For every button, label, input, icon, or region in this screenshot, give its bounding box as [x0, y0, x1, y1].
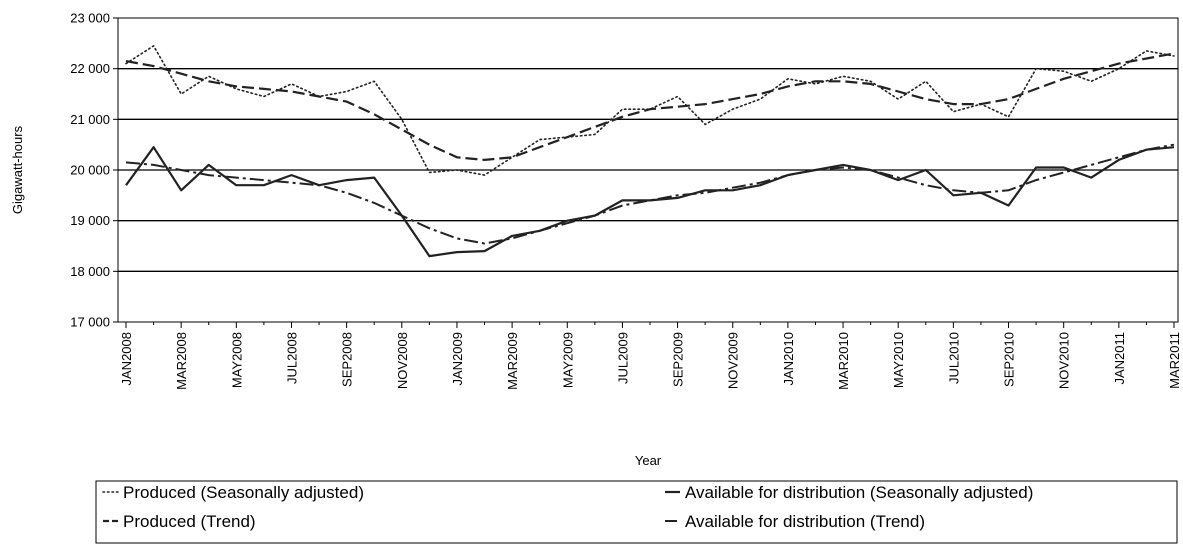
legend-box — [95, 480, 1178, 544]
y-tick-label: 19 000 — [70, 213, 110, 228]
x-axis-title: Year — [635, 453, 662, 468]
x-tick-label: MAY2009 — [560, 332, 575, 388]
series-lines — [125, 45, 1175, 258]
x-tick-label: JAN2008 — [119, 332, 134, 385]
y-axis-ticks: 17 000 18 000 19 000 20 000 21 000 22 000 23 0… — [70, 11, 118, 330]
legend-entry-available-seasonally-adjusted: Available for distribution (Seasonally a… — [685, 483, 1033, 502]
x-tick-label: NOV2010 — [1057, 332, 1072, 389]
series-line-0 — [125, 45, 1175, 176]
y-tick-label: 23 000 — [70, 11, 110, 26]
x-tick-label: MAY2010 — [891, 332, 906, 388]
x-tick-label: NOV2009 — [726, 332, 741, 389]
x-tick-label: SEP2010 — [1002, 332, 1017, 387]
y-tick-label: 20 000 — [70, 163, 110, 178]
series-line-3 — [125, 143, 1175, 245]
x-tick-label: MAR2011 — [1167, 332, 1182, 389]
x-tick-label: JAN2009 — [450, 332, 465, 385]
x-tick-label: MAR2010 — [836, 332, 851, 390]
y-axis-title: Gigawatt-hours — [10, 125, 25, 214]
x-tick-label: SEP2008 — [340, 332, 355, 387]
legend-entry-produced-seasonally-adjusted: Produced (Seasonally adjusted) — [123, 483, 364, 502]
series-line-2 — [125, 146, 1175, 258]
x-tick-label: MAR2009 — [505, 332, 520, 390]
y-tick-label: 22 000 — [70, 61, 110, 76]
legend-entry-available-trend: Available for distribution (Trend) — [685, 512, 925, 531]
x-tick-label: MAY2008 — [229, 332, 244, 388]
gridlines — [118, 68, 1178, 272]
x-tick-label: JAN2011 — [1112, 332, 1127, 385]
x-tick-label: SEP2009 — [671, 332, 686, 387]
x-tick-label: JUL2008 — [284, 332, 299, 384]
x-tick-label: JUL2009 — [615, 332, 630, 384]
x-tick-label: JAN2010 — [781, 332, 796, 385]
x-tick-label: MAR2008 — [174, 332, 189, 390]
x-tick-label: NOV2008 — [395, 332, 410, 389]
y-tick-label: 17 000 — [70, 315, 110, 330]
legend-entry-produced-trend: Produced (Trend) — [123, 512, 256, 531]
x-tick-label: JUL2010 — [946, 332, 961, 384]
y-tick-label: 21 000 — [70, 112, 110, 127]
x-axis-ticks: JAN2008 MAR2008 MAY2008 JUL2008 SEP2008 NOV20… — [119, 322, 1182, 390]
legend: Produced (Seasonally adjusted) Produced … — [95, 480, 1178, 544]
series-line-1 — [125, 52, 1175, 161]
y-tick-label: 18 000 — [70, 264, 110, 279]
